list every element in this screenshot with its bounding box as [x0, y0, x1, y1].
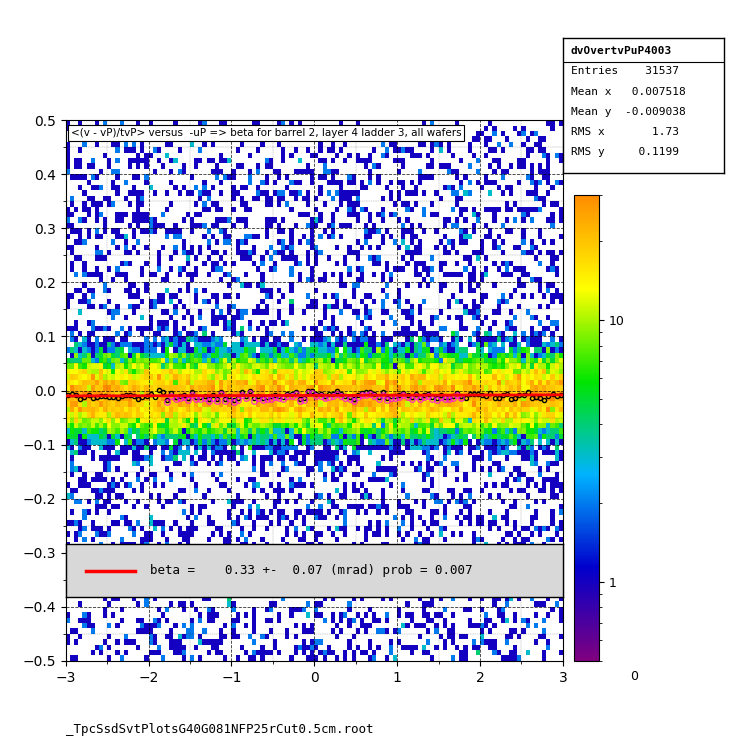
Text: _TpcSsdSvtPlotsG40G081NFP25rCut0.5cm.root: _TpcSsdSvtPlotsG40G081NFP25rCut0.5cm.roo…	[66, 723, 374, 736]
Text: 0: 0	[630, 670, 638, 683]
Text: Mean y  -0.009038: Mean y -0.009038	[571, 107, 686, 117]
Text: dvOvertvPuP4003: dvOvertvPuP4003	[571, 46, 673, 56]
Text: Entries    31537: Entries 31537	[571, 66, 679, 77]
Text: RMS y     0.1199: RMS y 0.1199	[571, 147, 679, 158]
Text: RMS x       1.73: RMS x 1.73	[571, 127, 679, 137]
Text: beta =    0.33 +-  0.07 (mrad) prob = 0.007: beta = 0.33 +- 0.07 (mrad) prob = 0.007	[151, 564, 473, 578]
Text: Mean x   0.007518: Mean x 0.007518	[571, 86, 686, 97]
Text: <(v - vP)/tvP> versus  -uP => beta for barrel 2, layer 4 ladder 3, all wafers: <(v - vP)/tvP> versus -uP => beta for ba…	[71, 128, 461, 138]
